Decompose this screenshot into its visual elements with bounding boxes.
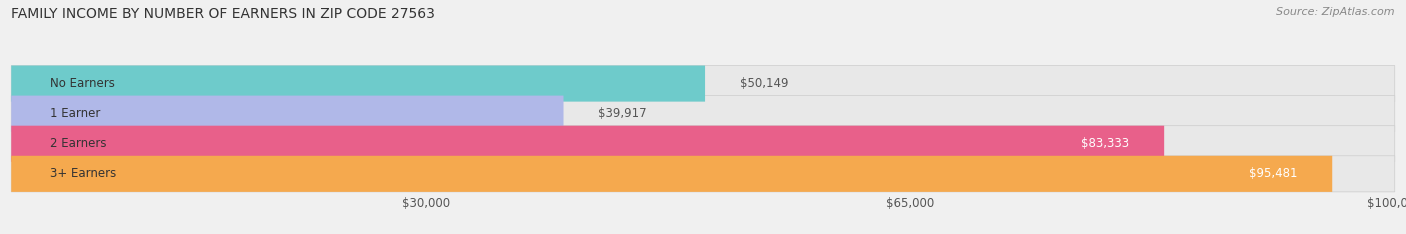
Text: Source: ZipAtlas.com: Source: ZipAtlas.com xyxy=(1277,7,1395,17)
Text: 1 Earner: 1 Earner xyxy=(51,107,100,120)
FancyBboxPatch shape xyxy=(11,156,1395,192)
FancyBboxPatch shape xyxy=(11,96,564,132)
FancyBboxPatch shape xyxy=(11,66,704,102)
Text: FAMILY INCOME BY NUMBER OF EARNERS IN ZIP CODE 27563: FAMILY INCOME BY NUMBER OF EARNERS IN ZI… xyxy=(11,7,434,21)
FancyBboxPatch shape xyxy=(11,126,1164,162)
Text: $83,333: $83,333 xyxy=(1081,137,1129,150)
FancyBboxPatch shape xyxy=(11,66,1395,102)
Text: $50,149: $50,149 xyxy=(740,77,789,90)
Text: No Earners: No Earners xyxy=(51,77,115,90)
Text: $95,481: $95,481 xyxy=(1249,167,1298,180)
Text: 3+ Earners: 3+ Earners xyxy=(51,167,117,180)
Text: $39,917: $39,917 xyxy=(598,107,647,120)
FancyBboxPatch shape xyxy=(11,156,1333,192)
FancyBboxPatch shape xyxy=(11,96,1395,132)
FancyBboxPatch shape xyxy=(11,126,1395,162)
Text: 2 Earners: 2 Earners xyxy=(51,137,107,150)
